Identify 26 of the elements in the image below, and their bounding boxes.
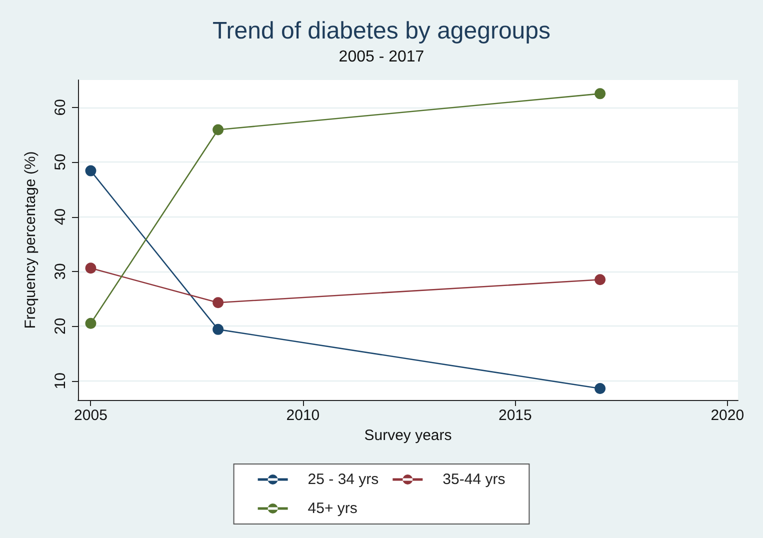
x-tick-label: 2005 [74,407,108,424]
point [212,124,224,136]
legend-label: 45+ yrs [308,500,358,517]
legend-label: 35-44 yrs [442,471,506,488]
point [212,324,224,335]
x-tick-label: 2010 [286,407,320,424]
y-tick-label: 10 [52,372,69,390]
y-tick-label: 30 [52,263,69,280]
y-tick-label: 50 [52,154,69,170]
point [594,274,606,286]
point [85,165,96,176]
y-tick-label: 60 [52,99,69,116]
y-axis-title: Frequency percentage (%) [22,151,39,329]
y-tick-label: 40 [52,208,69,226]
chart-title: Trend of diabetes by agegroups [212,18,551,44]
x-axis-title: Survey years [364,427,452,444]
point [594,88,606,100]
point [212,297,224,308]
legend-label: 25 - 34 yrs [308,471,379,488]
point [85,318,96,329]
y-tick-label: 20 [52,318,69,334]
point [594,383,606,394]
x-tick-label: 2020 [710,407,744,424]
chart-subtitle: 2005 - 2017 [338,48,424,66]
x-tick-label: 2015 [498,407,532,424]
point [85,262,96,274]
